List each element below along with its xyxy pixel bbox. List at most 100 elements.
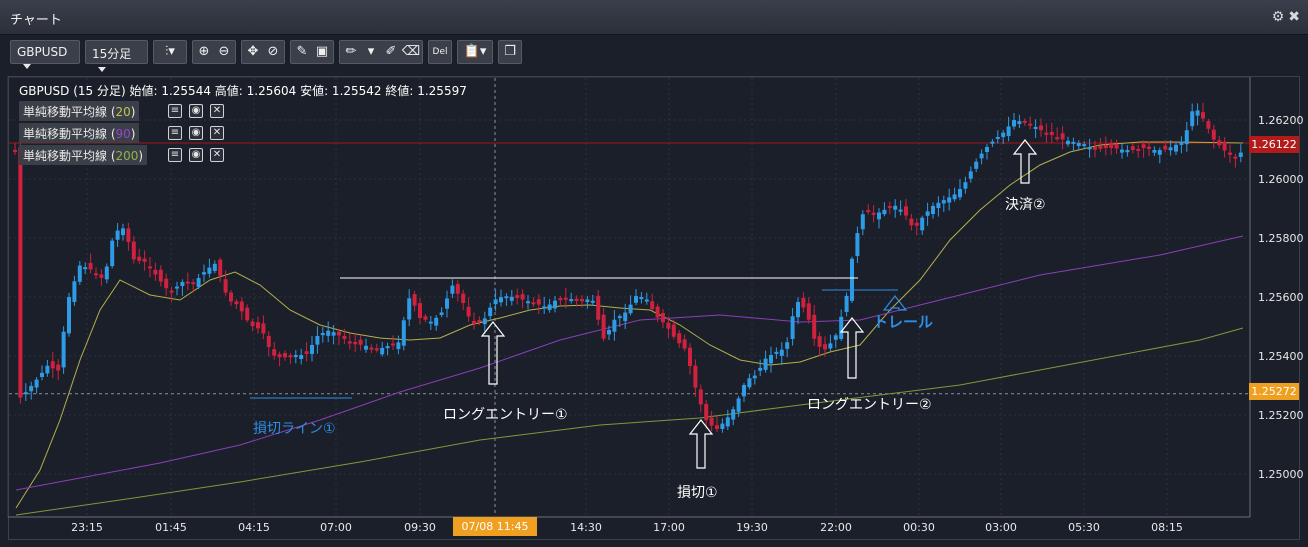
candle-body bbox=[77, 265, 82, 282]
zoom-in-icon[interactable]: ⊕ bbox=[198, 44, 210, 59]
candle-body bbox=[121, 228, 125, 236]
close-icon[interactable]: ✖ bbox=[1288, 9, 1300, 25]
candle-body bbox=[725, 417, 730, 427]
candle-body bbox=[110, 240, 115, 267]
candle-body bbox=[839, 316, 844, 339]
candle-body bbox=[742, 385, 746, 397]
clipboard-button[interactable]: 📋▾ bbox=[457, 40, 493, 64]
delete-label: Del bbox=[432, 47, 448, 57]
ma-settings-icon[interactable]: ≡ bbox=[168, 126, 182, 140]
candle-body bbox=[353, 341, 358, 345]
candle-body bbox=[488, 307, 493, 317]
gear-icon[interactable]: ⚙ bbox=[1271, 9, 1285, 25]
candle-body bbox=[817, 336, 822, 347]
ma-remove-icon[interactable]: ✕ bbox=[210, 104, 224, 118]
trail-arrow-icon bbox=[882, 295, 908, 311]
candle-body bbox=[590, 300, 595, 303]
candle-body bbox=[785, 342, 790, 349]
price-tick-label: 1.25600 bbox=[1258, 291, 1304, 304]
symbol-select[interactable]: GBPUSD bbox=[10, 40, 80, 69]
symbol-value: GBPUSD bbox=[17, 45, 68, 59]
candle-body bbox=[229, 292, 233, 302]
eraser-icon[interactable]: ⌫ bbox=[401, 44, 421, 59]
candle-body bbox=[418, 303, 422, 318]
ma-legend-20: 単純移動平均線 (20) bbox=[19, 101, 140, 121]
candle-body bbox=[493, 299, 498, 305]
candle-body bbox=[563, 297, 568, 300]
candle-body bbox=[88, 262, 93, 270]
ma-settings-icon[interactable]: ≡ bbox=[168, 148, 182, 162]
window-copy-button[interactable]: ❐ bbox=[498, 40, 522, 64]
candle-body bbox=[34, 379, 39, 388]
ma-visibility-icon[interactable]: ◉ bbox=[189, 148, 203, 162]
candle-body bbox=[401, 320, 406, 346]
candle-body bbox=[347, 341, 352, 344]
candle-body bbox=[1060, 133, 1065, 140]
ma-period: 90 bbox=[115, 127, 131, 141]
candle-body bbox=[974, 161, 979, 169]
candle-body bbox=[671, 324, 676, 337]
ma-visibility-icon[interactable]: ◉ bbox=[189, 126, 203, 140]
candle-body bbox=[601, 314, 606, 339]
candle-body bbox=[758, 367, 763, 371]
candle-body bbox=[223, 279, 228, 293]
candle-body bbox=[909, 218, 914, 226]
reset-icon[interactable]: ⊘ bbox=[267, 44, 279, 59]
candle-body bbox=[1066, 140, 1070, 145]
candle-body bbox=[450, 285, 455, 294]
candle-body bbox=[850, 258, 854, 301]
chart-type-button[interactable]: ⫶▾ bbox=[153, 40, 187, 64]
zoom-out-icon[interactable]: ⊖ bbox=[218, 44, 230, 59]
candle-body bbox=[1082, 144, 1087, 147]
candle-body bbox=[617, 316, 622, 319]
candle-body bbox=[698, 389, 703, 405]
candle-body bbox=[158, 269, 163, 282]
candle-body bbox=[1028, 123, 1033, 126]
timeframe-value: 15分足 bbox=[92, 47, 132, 61]
save-icon[interactable]: ▣ bbox=[315, 44, 329, 59]
candle-body bbox=[461, 293, 466, 303]
candle-body bbox=[531, 302, 536, 305]
candle-body bbox=[83, 267, 88, 270]
candle-body bbox=[1071, 141, 1076, 144]
candle-body bbox=[299, 355, 304, 360]
candle-body bbox=[1022, 120, 1027, 123]
candle-body bbox=[142, 258, 147, 262]
marker-icon[interactable]: ✐ bbox=[385, 44, 397, 59]
candle-body bbox=[1152, 150, 1157, 153]
indicator-icon[interactable]: ✎ bbox=[296, 44, 308, 59]
pen-icon[interactable]: ✏ bbox=[345, 44, 357, 59]
candle-body bbox=[931, 206, 935, 215]
candle-body bbox=[1044, 132, 1049, 135]
zoom-group: ⊕ ⊖ bbox=[192, 40, 236, 64]
time-tick-label: 17:00 bbox=[653, 521, 685, 534]
chevron-down-icon[interactable]: ▾ bbox=[367, 44, 375, 59]
candle-body bbox=[947, 197, 952, 203]
candle-body bbox=[1001, 132, 1006, 138]
candle-body bbox=[682, 339, 687, 349]
window-title: チャート bbox=[10, 13, 62, 28]
candle-body bbox=[790, 316, 795, 339]
ma-remove-icon[interactable]: ✕ bbox=[210, 126, 224, 140]
delete-button[interactable]: Del bbox=[428, 40, 452, 64]
candle-body bbox=[434, 317, 439, 326]
timeframe-select[interactable]: 15分足 bbox=[85, 40, 148, 72]
time-tick-label: 07:00 bbox=[320, 521, 352, 534]
candle-body bbox=[801, 297, 806, 308]
time-tick-label: 05:30 bbox=[1068, 521, 1100, 534]
price-tick-label: 1.25400 bbox=[1258, 350, 1304, 363]
candle-body bbox=[1017, 121, 1022, 125]
move-icon[interactable]: ✥ bbox=[247, 44, 259, 59]
ma-settings-icon[interactable]: ≡ bbox=[168, 104, 182, 118]
candle-body bbox=[963, 182, 968, 189]
candle-body bbox=[455, 284, 460, 294]
candle-body bbox=[164, 278, 169, 289]
candle-body bbox=[763, 358, 768, 370]
ma-visibility-icon[interactable]: ◉ bbox=[189, 104, 203, 118]
candle-body bbox=[104, 266, 109, 280]
ma-remove-icon[interactable]: ✕ bbox=[210, 148, 224, 162]
candle-body bbox=[612, 319, 617, 332]
candle-body bbox=[1103, 145, 1108, 148]
ma-label: 単純移動平均線 bbox=[23, 105, 108, 119]
